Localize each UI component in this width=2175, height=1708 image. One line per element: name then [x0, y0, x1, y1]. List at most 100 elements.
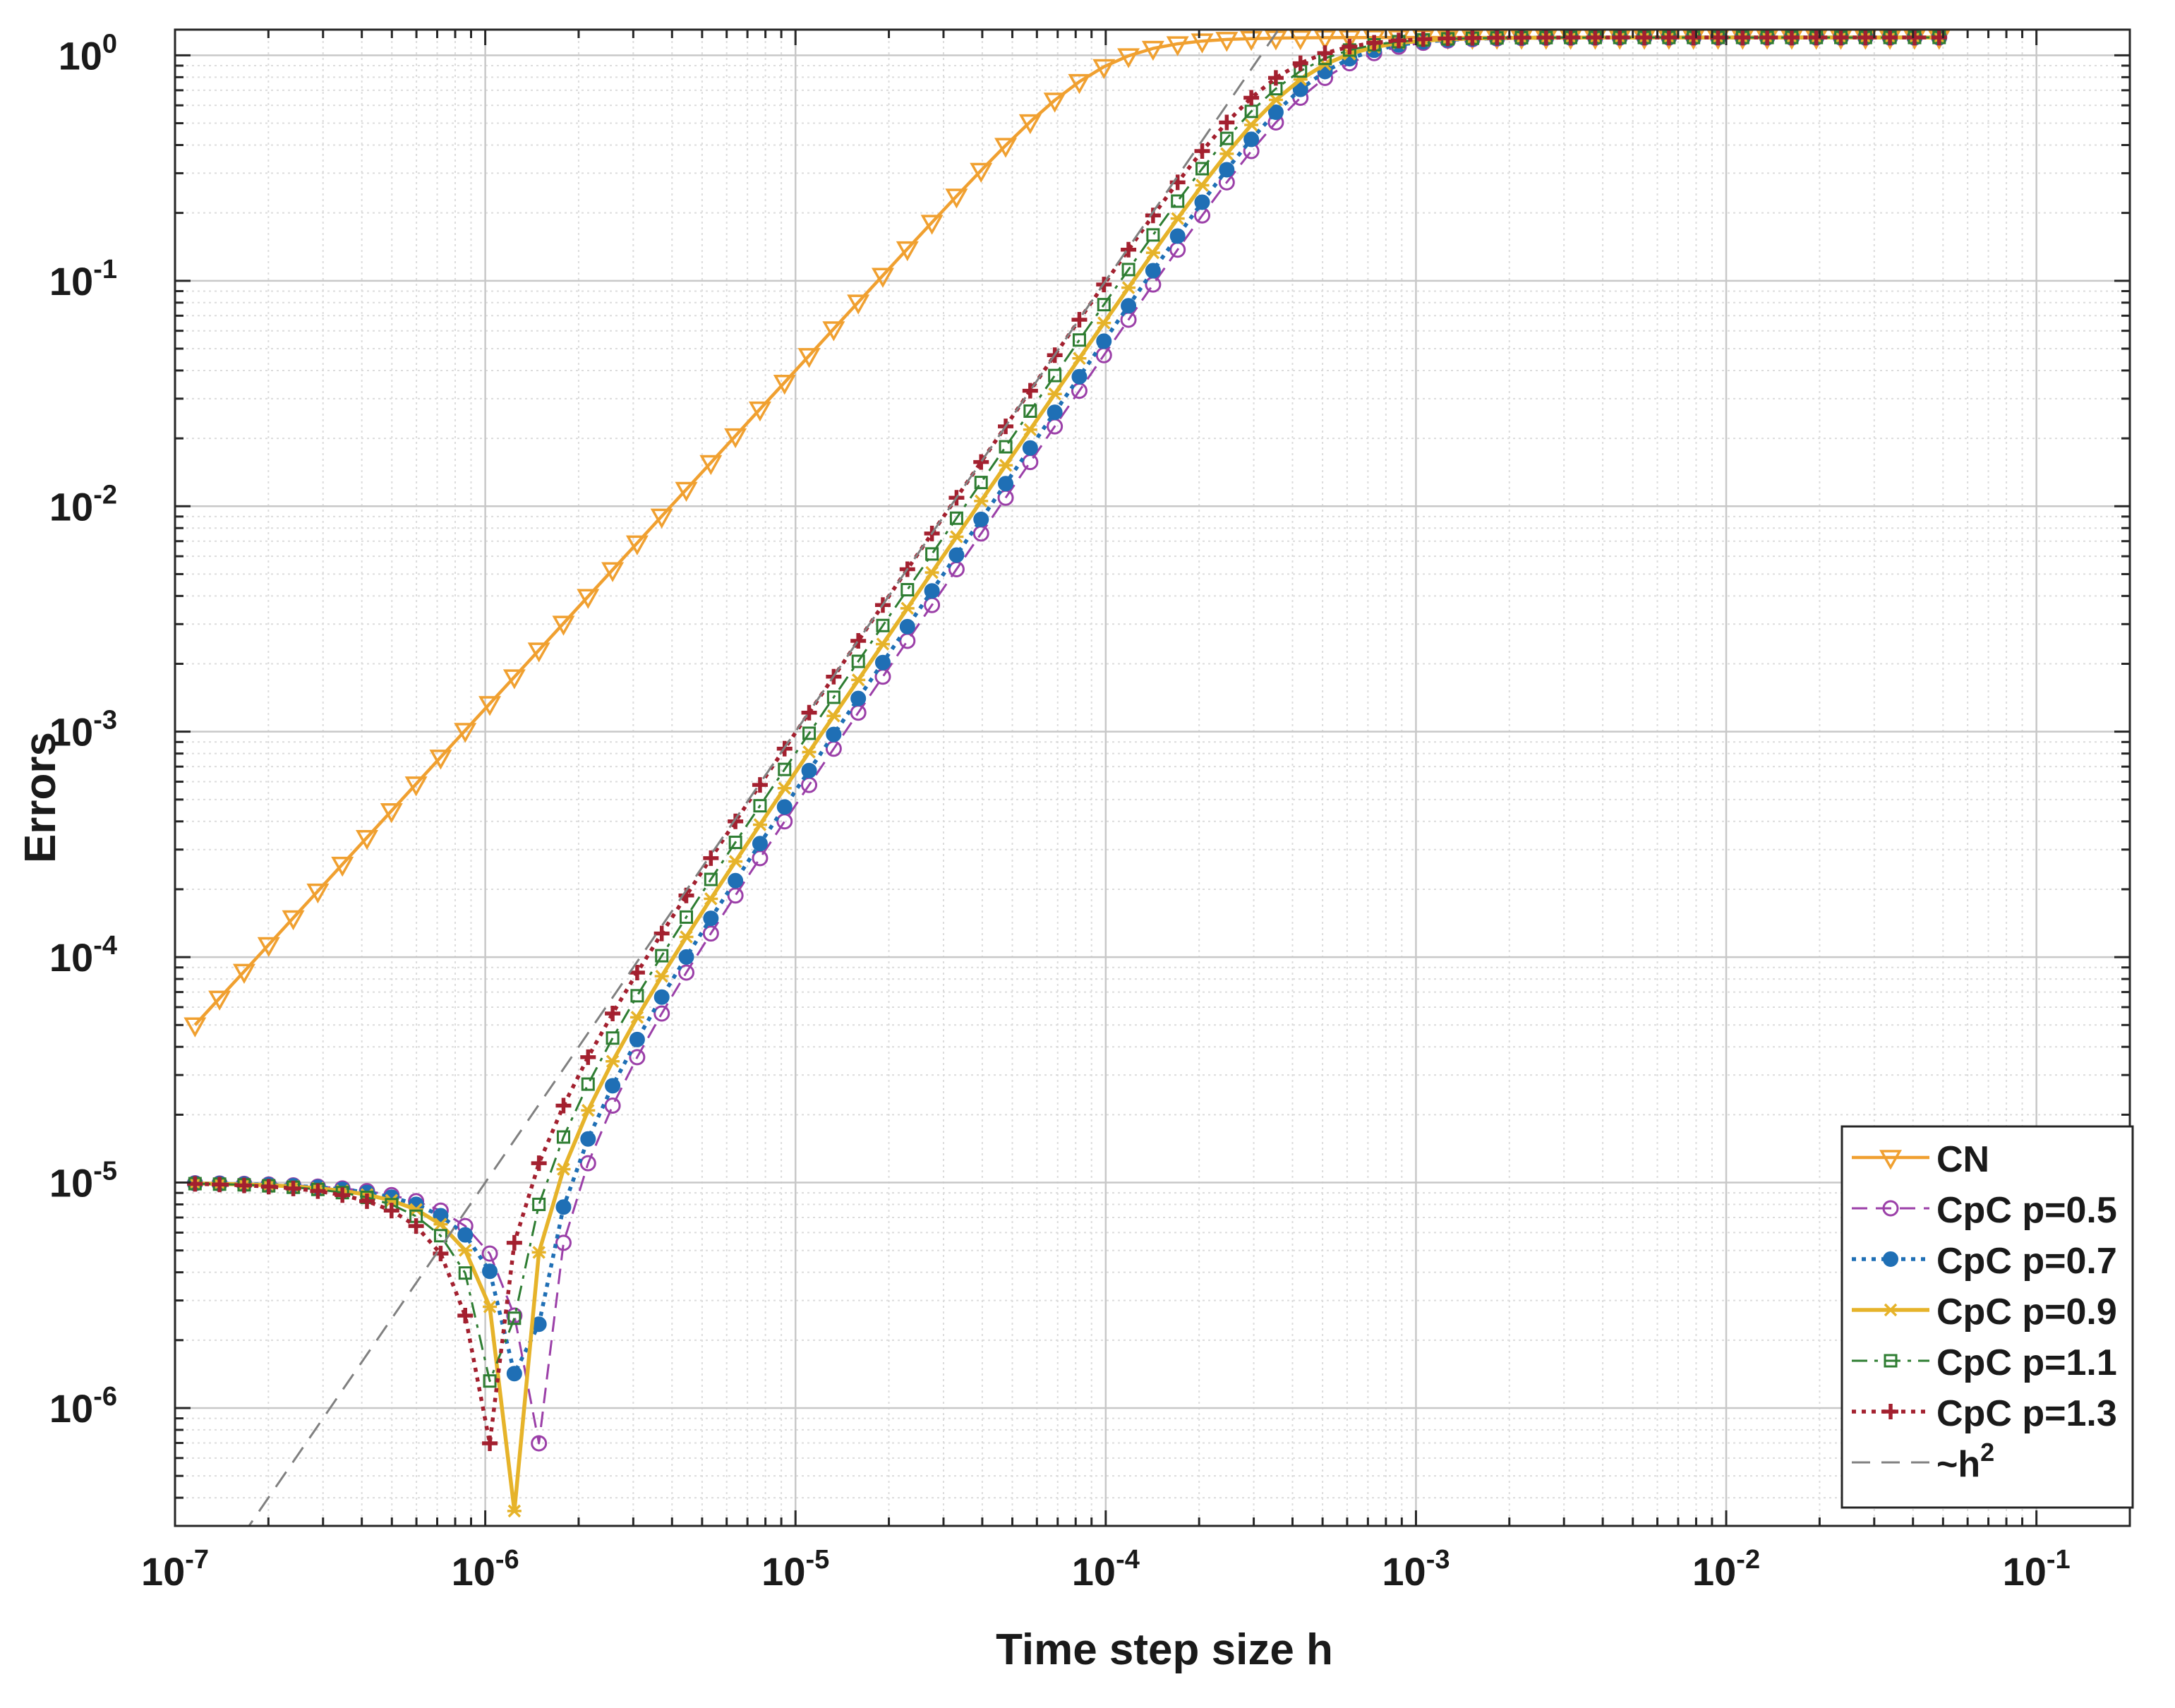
- x-tick-label: 10-1: [2003, 1545, 2071, 1594]
- marker-circle: [531, 1435, 548, 1452]
- marker-circle: [1882, 1200, 1899, 1217]
- marker-square: [925, 547, 939, 561]
- marker-triangle: [306, 883, 330, 904]
- marker-plus: [1390, 32, 1406, 49]
- marker-plus: [629, 965, 645, 981]
- marker-circle: [629, 1049, 646, 1066]
- marker-triangle: [699, 455, 723, 476]
- marker-plus: [1489, 30, 1505, 46]
- legend-entry: CpC p=0.9: [1852, 1292, 2117, 1333]
- marker-dot: [948, 547, 965, 563]
- legend: CN CpC p=0.5 CpC p=0.7 CpC p=0.9 CpC p=1.1 Cp…: [1840, 1125, 2134, 1509]
- marker-plus: [1833, 30, 1849, 46]
- marker-dot: [703, 910, 719, 927]
- marker-dot: [1169, 228, 1186, 244]
- marker-square: [1097, 298, 1111, 312]
- marker-dot: [1096, 333, 1112, 349]
- marker-star: [802, 745, 817, 759]
- marker-dot: [482, 1263, 498, 1280]
- marker-star: [531, 1246, 546, 1259]
- marker-dot: [826, 726, 842, 742]
- marker-star: [949, 530, 964, 543]
- marker-triangle: [1240, 30, 1263, 52]
- marker-star: [483, 1300, 498, 1313]
- marker-plus: [555, 1097, 572, 1114]
- legend-label: CpC p=1.3: [1936, 1393, 2117, 1434]
- marker-star: [605, 1054, 620, 1068]
- marker-plus: [605, 1005, 621, 1021]
- marker-triangle: [454, 723, 477, 743]
- marker-square: [483, 1374, 497, 1388]
- y-tick-label: 10-1: [49, 255, 117, 303]
- marker-plus: [1292, 55, 1308, 71]
- legend-label: CN: [1936, 1139, 1989, 1180]
- series-layer: [183, 30, 1951, 1526]
- legend-entry: CpC p=1.1: [1852, 1342, 2117, 1383]
- marker-star: [1121, 281, 1136, 294]
- marker-dot: [1194, 194, 1210, 210]
- marker-circle: [653, 1005, 670, 1022]
- marker-dot: [1267, 104, 1284, 120]
- marker-triangle: [601, 562, 625, 582]
- y-tick-label: 10-6: [49, 1382, 117, 1431]
- marker-dot: [1243, 131, 1260, 148]
- marker-dot: [1047, 404, 1063, 421]
- marker-triangle: [552, 615, 575, 636]
- marker-plus: [359, 1193, 375, 1209]
- marker-plus: [1759, 30, 1776, 46]
- marker-dot: [1071, 368, 1088, 385]
- marker-square: [507, 1311, 522, 1325]
- marker-triangle: [208, 990, 231, 1011]
- marker-star: [1219, 147, 1234, 161]
- marker-triangle: [1289, 30, 1312, 51]
- marker-triangle: [871, 267, 894, 288]
- marker-plus: [1415, 31, 1431, 47]
- marker-dot: [874, 654, 891, 670]
- marker-dot: [801, 762, 817, 778]
- marker-plus: [457, 1307, 474, 1323]
- marker-plus: [408, 1218, 424, 1234]
- series-line: [248, 30, 1280, 1526]
- marker-triangle: [404, 776, 428, 797]
- legend-entry: CN: [1852, 1139, 1989, 1180]
- marker-plus: [1243, 90, 1260, 106]
- marker-square: [655, 949, 669, 963]
- marker-triangle: [1068, 73, 1091, 95]
- marker-square: [1072, 333, 1086, 347]
- marker-plus: [1612, 30, 1628, 46]
- marker-plus: [1022, 383, 1038, 399]
- marker-triangle: [429, 750, 452, 770]
- x-axis-label: Time step size h: [996, 1625, 1333, 1674]
- x-tick-label: 10-5: [761, 1545, 829, 1594]
- marker-square: [1195, 162, 1210, 176]
- marker-plus: [653, 925, 670, 942]
- marker-plus: [1882, 30, 1898, 46]
- marker-plus: [383, 1203, 399, 1219]
- marker-dot: [653, 989, 670, 1005]
- marker-star: [999, 459, 1013, 472]
- marker-dot: [998, 476, 1014, 492]
- series-line: [195, 36, 1939, 1445]
- series--h-2: [248, 30, 1280, 1526]
- marker-plus: [703, 850, 719, 866]
- marker-plus: [1637, 30, 1653, 46]
- marker-square: [581, 1077, 595, 1091]
- marker-dot: [924, 583, 940, 599]
- marker-plus: [310, 1183, 326, 1199]
- marker-square: [605, 1031, 620, 1045]
- marker-dot: [752, 836, 768, 852]
- marker-triangle: [380, 803, 403, 824]
- marker-square: [532, 1197, 546, 1211]
- marker-triangle: [282, 910, 305, 931]
- marker-plus: [506, 1234, 522, 1251]
- marker-star: [1023, 423, 1037, 436]
- marker-dot: [899, 618, 915, 635]
- marker-plus: [1808, 30, 1824, 46]
- marker-plus: [752, 777, 768, 793]
- marker-star: [679, 930, 694, 944]
- marker-triangle: [625, 535, 649, 555]
- marker-plus: [1735, 30, 1751, 46]
- marker-square: [1121, 263, 1135, 277]
- marker-star: [924, 565, 939, 579]
